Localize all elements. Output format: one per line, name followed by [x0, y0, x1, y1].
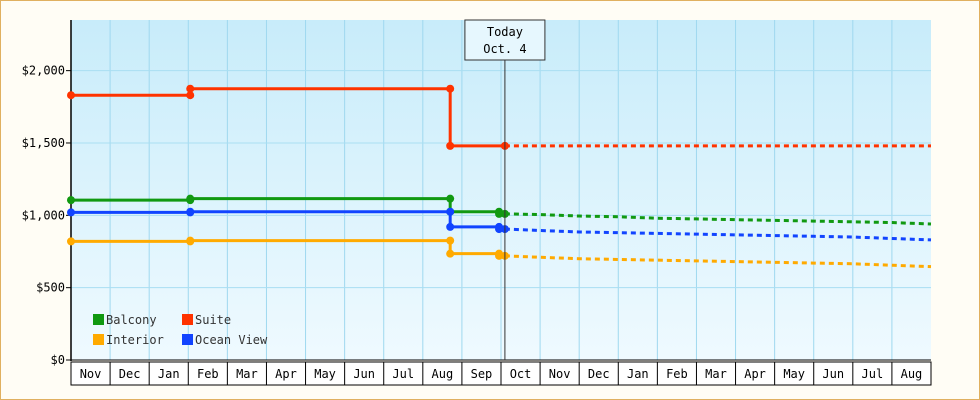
legend-swatch	[93, 314, 104, 325]
y-tick-label: $500	[36, 281, 65, 295]
y-tick-label: $0	[51, 353, 65, 367]
x-tick-label: Jan	[627, 367, 649, 381]
series-forecast-line	[504, 227, 932, 242]
series-line	[71, 87, 505, 148]
data-point	[446, 207, 455, 216]
legend-swatch	[182, 314, 193, 325]
x-tick-label: Mar	[236, 367, 258, 381]
x-tick-label: Mar	[705, 367, 727, 381]
legend-label: Interior	[106, 333, 164, 347]
x-tick-label: Aug	[901, 367, 923, 381]
data-point	[495, 251, 504, 260]
x-tick-label: Apr	[275, 367, 297, 381]
data-point	[186, 194, 195, 203]
x-tick-label: Jul	[862, 367, 884, 381]
data-point	[495, 225, 504, 234]
data-point	[446, 249, 455, 258]
legend: Balcony Suite Interior Ocean View	[93, 313, 268, 347]
today-label-line2: Oct. 4	[483, 42, 526, 56]
x-tick-label: Dec	[588, 367, 610, 381]
today-box	[464, 19, 546, 61]
data-point	[186, 91, 195, 100]
x-tick-label: Jan	[158, 367, 180, 381]
data-point	[67, 237, 75, 246]
data-point	[186, 236, 195, 245]
data-point	[446, 222, 455, 231]
data-point	[446, 141, 455, 150]
x-tick-label: Feb	[197, 367, 219, 381]
legend-label: Suite	[195, 313, 231, 327]
x-tick-label: Aug	[432, 367, 454, 381]
today-label-line1: Today	[487, 25, 523, 39]
data-point	[446, 236, 455, 245]
data-point	[186, 207, 195, 216]
x-tick-label: Nov	[549, 367, 571, 381]
x-tick-label: May	[314, 367, 336, 381]
legend-label: Balcony	[106, 313, 157, 327]
x-tick-label: Nov	[80, 367, 102, 381]
grid	[71, 20, 931, 360]
data-point	[186, 84, 195, 93]
x-tick-label: Oct	[510, 367, 532, 381]
legend-swatch	[93, 334, 104, 345]
x-tick-label: Jun	[353, 367, 375, 381]
data-point	[67, 91, 75, 100]
y-tick-label: $1,000	[22, 208, 65, 222]
x-tick-label: Feb	[666, 367, 688, 381]
y-tick-label: $2,000	[22, 64, 65, 78]
x-tick-label: Jul	[392, 367, 414, 381]
data-point	[446, 194, 455, 203]
x-tick-label: Dec	[119, 367, 141, 381]
x-tick-label: Sep	[471, 367, 493, 381]
legend-swatch	[182, 334, 193, 345]
legend-label: Ocean View	[195, 333, 268, 347]
data-point	[495, 209, 504, 218]
x-tick-label: Jun	[822, 367, 844, 381]
series-forecast-line	[504, 212, 932, 226]
series	[67, 84, 932, 269]
data-point	[67, 196, 75, 205]
x-tick-label: Apr	[744, 367, 766, 381]
data-point	[446, 84, 455, 93]
x-tick-label: May	[783, 367, 805, 381]
series-forecast-line	[504, 254, 932, 269]
data-point	[67, 208, 75, 217]
axes: $0 $500 $1,000 $1,500 $2,000 Nov Dec Jan Feb Mar A…	[22, 20, 932, 386]
y-tick-label: $1,500	[22, 136, 65, 150]
today-marker: Today Oct. 4	[464, 19, 546, 360]
